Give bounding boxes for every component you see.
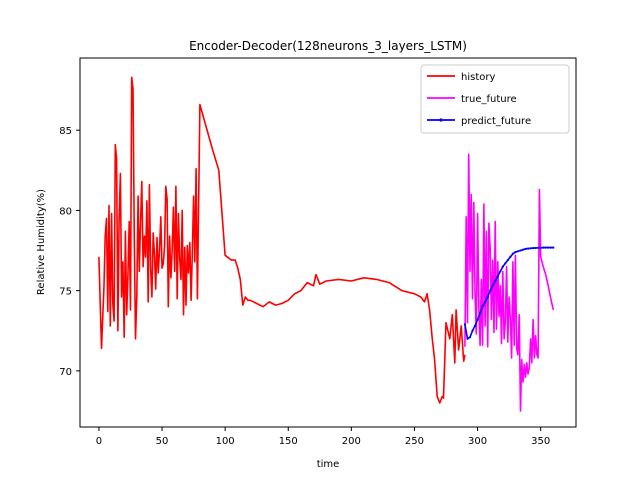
y-tick-label: 75 <box>59 287 72 298</box>
predict-point <box>529 247 532 250</box>
predict-point <box>509 255 512 258</box>
predict-point <box>463 323 466 326</box>
predict-point <box>549 246 552 249</box>
predict-point <box>486 295 489 299</box>
x-tick-label: 100 <box>216 436 235 447</box>
y-axis-label: Relative Humidity(%) <box>36 189 47 295</box>
x-tick-label: 0 <box>96 436 102 447</box>
legend: history true_future predict_future <box>420 64 570 134</box>
x-axis: 0 50 100 150 200 250 300 350 <box>96 427 550 447</box>
y-tick-label: 70 <box>59 367 72 378</box>
series-line-history <box>98 76 466 404</box>
predict-point <box>501 265 504 268</box>
x-tick-label: 50 <box>156 436 169 447</box>
predict-point <box>479 312 482 315</box>
legend-label-history: history <box>461 72 495 83</box>
predict-point <box>514 251 517 254</box>
predict-point <box>468 336 472 339</box>
predict-point <box>476 318 479 321</box>
predict-point <box>537 246 540 249</box>
predict-point <box>542 246 545 249</box>
x-tick-label: 250 <box>405 436 424 447</box>
predict-point <box>499 270 502 273</box>
predict-point <box>532 247 535 250</box>
predict-point <box>526 247 530 250</box>
predict-point <box>504 262 507 265</box>
predict-point <box>544 246 547 249</box>
predict-point <box>484 300 487 303</box>
legend-label-true-future: true_future <box>461 94 517 105</box>
y-tick-label: 80 <box>59 206 72 217</box>
predict-point <box>494 279 497 283</box>
predict-point <box>471 329 474 332</box>
series-line-true-future <box>464 153 555 412</box>
predict-point <box>466 337 469 340</box>
x-axis-label: time <box>317 459 340 470</box>
predict-point <box>539 246 542 249</box>
predict-point <box>481 305 484 308</box>
predict-point <box>496 275 499 278</box>
legend-label-predict-future: predict_future <box>461 116 531 127</box>
predict-point <box>534 246 537 250</box>
plot-frame <box>79 57 577 428</box>
predict-point <box>516 250 520 253</box>
y-tick-label: 85 <box>59 126 72 137</box>
x-tick-label: 350 <box>531 436 550 447</box>
x-tick-label: 150 <box>279 436 298 447</box>
predict-point <box>473 324 477 327</box>
predict-point <box>506 259 509 262</box>
predict-point <box>547 246 550 249</box>
predict-point <box>552 246 555 249</box>
plot-lines <box>98 76 555 412</box>
x-tick-label: 200 <box>342 436 361 447</box>
chart-title: Encoder-Decoder(128neurons_3_layers_LSTM… <box>189 39 467 53</box>
predict-point <box>491 284 494 287</box>
predict-point <box>511 252 514 255</box>
predict-point <box>519 249 522 252</box>
x-tick-label: 300 <box>468 436 487 447</box>
y-axis: 70 75 80 85 <box>59 126 80 378</box>
predict-point <box>524 247 527 250</box>
legend-marker <box>439 118 443 122</box>
predict-point <box>489 289 492 292</box>
predict-point <box>521 248 525 251</box>
legend-box <box>420 64 570 134</box>
